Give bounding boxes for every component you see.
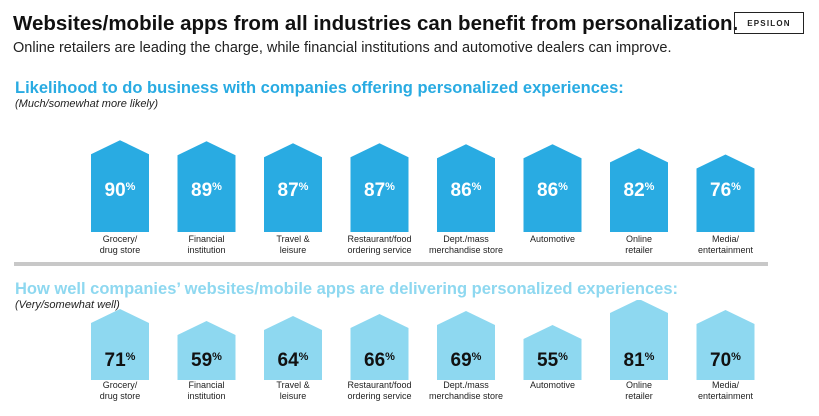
category-label-3-0: Restaurant/food	[347, 234, 411, 244]
page-subtitle: Online retailers are leading the charge,…	[13, 40, 672, 56]
bar-1	[177, 141, 236, 232]
bar-2	[264, 316, 322, 380]
bar-6	[610, 300, 668, 380]
category-label-2-1: leisure	[280, 245, 307, 255]
likelihood-chart: 90% Grocery/drug store 89% Financialinstitu…	[91, 140, 755, 255]
bar-7	[696, 154, 755, 232]
value-label-4: 86%	[451, 180, 482, 201]
category-label-1-0: Financial	[188, 380, 224, 390]
section1-subtitle: (Much/somewhat more likely)	[15, 98, 159, 110]
bar-5	[523, 325, 582, 380]
category-label-1-1: institution	[187, 245, 225, 255]
category-label-0-1: drug store	[100, 245, 141, 255]
value-label-0: 71%	[105, 350, 136, 371]
category-label-7-0: Media/	[712, 234, 740, 244]
section2-subtitle: (Very/somewhat well)	[15, 299, 120, 311]
value-label-0: 90%	[105, 180, 136, 201]
value-label-7: 70%	[710, 350, 741, 371]
value-label-5: 55%	[537, 350, 568, 371]
category-label-5-0: Automotive	[530, 380, 575, 390]
category-label-7-1: entertainment	[698, 391, 754, 401]
bar-5	[523, 144, 582, 232]
value-label-2: 64%	[278, 350, 309, 371]
value-label-1: 89%	[191, 180, 222, 201]
value-label-7: 76%	[710, 180, 741, 201]
section1-title: Likelihood to do business with companies…	[15, 79, 624, 97]
category-label-5-0: Automotive	[530, 234, 575, 244]
value-label-2: 87%	[278, 180, 309, 201]
bar-4	[437, 144, 495, 232]
category-label-4-0: Dept./mass	[443, 380, 489, 390]
category-label-3-1: ordering service	[347, 391, 411, 401]
bar-6	[610, 148, 668, 232]
category-label-1-1: institution	[187, 391, 225, 401]
delivery-chart: 71% Grocery/drug store 59% Financialinstitu…	[91, 300, 755, 401]
section-divider	[14, 262, 768, 266]
bar-7	[696, 310, 755, 380]
value-label-6: 81%	[624, 350, 655, 371]
category-label-2-0: Travel &	[276, 234, 309, 244]
epsilon-logo: EPSILON	[734, 12, 804, 34]
bar-4	[437, 311, 495, 380]
category-label-2-0: Travel &	[276, 380, 309, 390]
category-label-6-1: retailer	[625, 245, 653, 255]
value-label-3: 66%	[364, 350, 395, 371]
category-label-3-0: Restaurant/food	[347, 380, 411, 390]
value-label-1: 59%	[191, 350, 222, 371]
category-label-0-1: drug store	[100, 391, 141, 401]
value-label-3: 87%	[364, 180, 395, 201]
category-label-0-0: Grocery/	[103, 380, 138, 390]
category-label-1-0: Financial	[188, 234, 224, 244]
section2-title: How well companies’ websites/mobile apps…	[15, 280, 678, 298]
category-label-4-1: merchandise store	[429, 245, 503, 255]
category-label-4-1: merchandise store	[429, 391, 503, 401]
category-label-7-0: Media/	[712, 380, 740, 390]
category-label-6-1: retailer	[625, 391, 653, 401]
value-label-5: 86%	[537, 180, 568, 201]
category-label-6-0: Online	[626, 380, 652, 390]
bar-2	[264, 143, 322, 232]
category-label-3-1: ordering service	[347, 245, 411, 255]
category-label-4-0: Dept./mass	[443, 234, 489, 244]
bar-0	[91, 140, 149, 232]
category-label-7-1: entertainment	[698, 245, 754, 255]
page-title: Websites/mobile apps from all industries…	[13, 12, 739, 35]
value-label-4: 69%	[451, 350, 482, 371]
category-label-6-0: Online	[626, 234, 652, 244]
bar-3	[350, 143, 409, 232]
category-label-0-0: Grocery/	[103, 234, 138, 244]
value-label-6: 82%	[624, 180, 655, 201]
category-label-2-1: leisure	[280, 391, 307, 401]
bar-1	[177, 321, 236, 380]
bar-3	[350, 314, 409, 380]
bar-0	[91, 309, 149, 380]
